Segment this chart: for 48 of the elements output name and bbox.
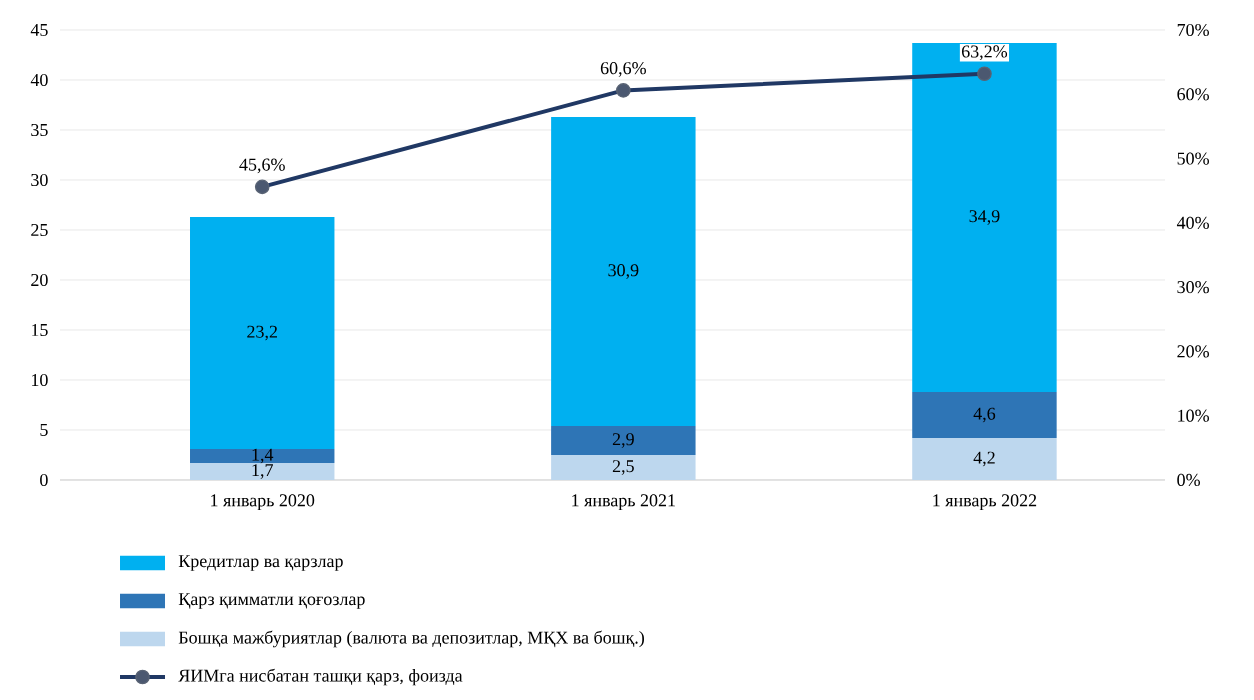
data-label: 60,6% [600,62,646,77]
y2-tick-label: 0% [1177,473,1200,487]
y-tick-label: 15 [32,323,48,337]
bar [551,116,696,426]
bar [190,448,335,463]
data-label: 2,5 [612,460,634,475]
bar [551,425,696,455]
y-tick-label: 45 [30,23,48,36]
y-tick-label: 25 [31,223,48,237]
data-label: 4,6 [973,407,996,423]
data-label: 23,2 [247,325,277,341]
x-tick-label: 1 январь 2022 [933,494,1037,511]
y2-tick-label: 40% [1176,216,1209,229]
bar [912,391,1057,438]
bar [551,454,696,480]
y-tick-label: 40 [30,73,48,87]
y-tick-label: 0 [40,473,48,487]
y-tick-label: 35 [31,123,48,137]
legend-label: ЯИМга нисбатан ташқи қарз, фоизда [178,668,463,686]
y2-tick-label: 20% [1177,345,1209,358]
x-tick-label: 1 январь 2021 [572,494,675,511]
y2-tick-label: 30% [1177,281,1209,294]
legend-label: Қарз қимматли қоғозлар [178,593,365,609]
y-tick-label: 5 [40,424,48,436]
y2-tick-label: 70% [1177,23,1209,37]
bar [912,42,1057,392]
legend-label: Бошқа мажбуриятлар (валюта ва депозитлар, МҚХ ва бошқ.) [178,630,644,648]
data-label: 4,2 [973,451,995,467]
data-label: 30,9 [608,264,639,279]
y2-tick-label: 60% [1177,88,1209,101]
data-label: 63,2% [961,45,1008,61]
y2-tick-label: 50% [1177,152,1209,165]
y-tick-label: 20 [31,273,48,287]
data-label: 45,6% [239,158,285,174]
y-tick-label: 30 [31,173,48,187]
x-tick-label: 1 январь 2020 [211,494,315,511]
legend-label: Кредитлар ва қарзлар [178,555,343,571]
data-label: 34,9 [969,210,1000,225]
data-label: 1,4 [252,448,274,464]
point [616,83,631,98]
data-label: 1,7 [252,464,273,479]
bar [190,216,335,449]
data-label: 2,9 [612,433,634,448]
point [254,179,270,195]
bar [912,437,1057,480]
y-tick-label: 10 [32,373,48,387]
point [977,66,992,82]
y2-tick-label: 10% [1178,409,1209,422]
